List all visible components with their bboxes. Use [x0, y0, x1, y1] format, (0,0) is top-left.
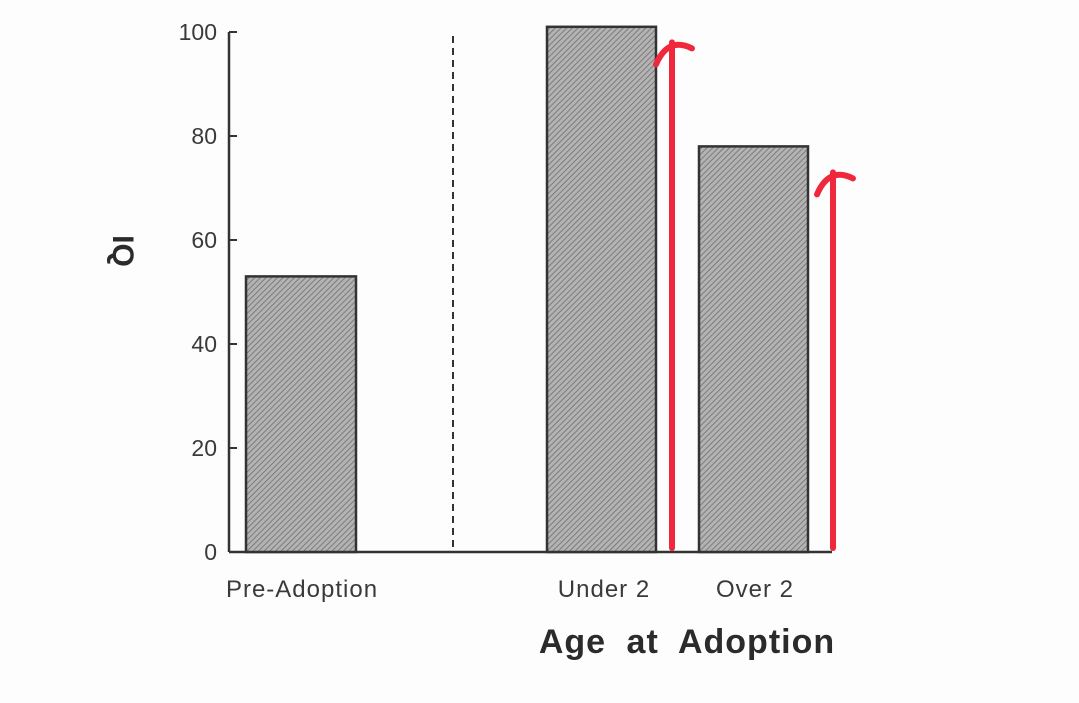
category-label: Over 2	[716, 576, 794, 603]
arrow-head	[814, 171, 856, 198]
x-axis-label: Age at Adoption	[539, 623, 835, 661]
red-arrow-annotations	[653, 39, 856, 551]
bars	[244, 25, 810, 554]
y-tick-label: 40	[191, 331, 217, 357]
category-labels: Pre-Adoption Under 2 Over 2	[226, 576, 794, 603]
arrow-head	[653, 41, 695, 68]
y-tick-label: 60	[191, 227, 217, 253]
bar-over-2	[697, 145, 810, 554]
y-tick-label: 80	[191, 123, 217, 149]
y-tick-label: 0	[204, 539, 217, 565]
y-axis-label: IQ	[106, 235, 139, 267]
y-tick-label: 20	[191, 435, 217, 461]
category-label: Under 2	[558, 576, 650, 603]
bar-under-2	[545, 25, 658, 554]
y-tick-label: 100	[179, 19, 217, 45]
category-label: Pre-Adoption	[226, 576, 378, 603]
bar-pre-adoption	[244, 275, 358, 554]
y-ticks: 0 20 40 60 80 100	[179, 19, 237, 565]
